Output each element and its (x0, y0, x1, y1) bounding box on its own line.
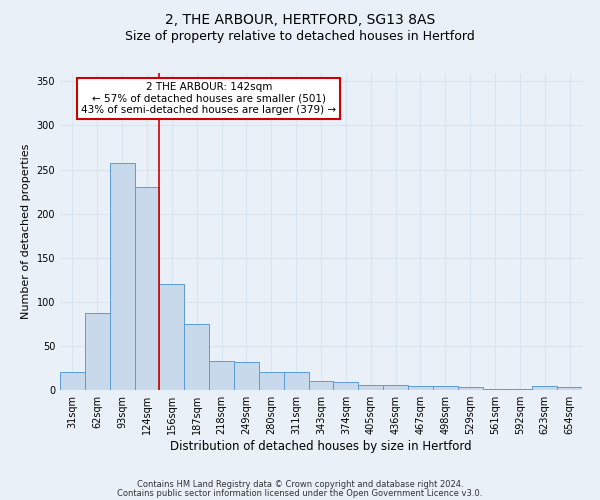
Bar (458, 388, 482, 390)
Bar (184, 324, 209, 390)
Bar (532, 386, 557, 390)
Bar (284, 372, 308, 390)
Bar (383, 384, 408, 390)
Bar (110, 164, 134, 390)
Bar (134, 187, 160, 390)
Bar (308, 381, 334, 390)
Text: 2, THE ARBOUR, HERTFORD, SG13 8AS: 2, THE ARBOUR, HERTFORD, SG13 8AS (165, 12, 435, 26)
Bar (85, 314, 110, 390)
Bar (209, 361, 234, 390)
Bar (259, 372, 284, 390)
Text: Contains public sector information licensed under the Open Government Licence v3: Contains public sector information licen… (118, 488, 482, 498)
Bar (408, 386, 433, 390)
Text: 2 THE ARBOUR: 142sqm
← 57% of detached houses are smaller (501)
43% of semi-deta: 2 THE ARBOUR: 142sqm ← 57% of detached h… (81, 82, 337, 115)
Bar (482, 389, 508, 390)
Text: Contains HM Land Registry data © Crown copyright and database right 2024.: Contains HM Land Registry data © Crown c… (137, 480, 463, 489)
Bar (433, 386, 458, 390)
Bar (160, 284, 184, 390)
Bar (234, 362, 259, 390)
Y-axis label: Number of detached properties: Number of detached properties (21, 144, 31, 319)
Bar (60, 372, 85, 390)
Bar (358, 384, 383, 390)
Bar (557, 388, 582, 390)
Bar (334, 382, 358, 390)
Text: Size of property relative to detached houses in Hertford: Size of property relative to detached ho… (125, 30, 475, 43)
X-axis label: Distribution of detached houses by size in Hertford: Distribution of detached houses by size … (170, 440, 472, 453)
Bar (508, 389, 532, 390)
